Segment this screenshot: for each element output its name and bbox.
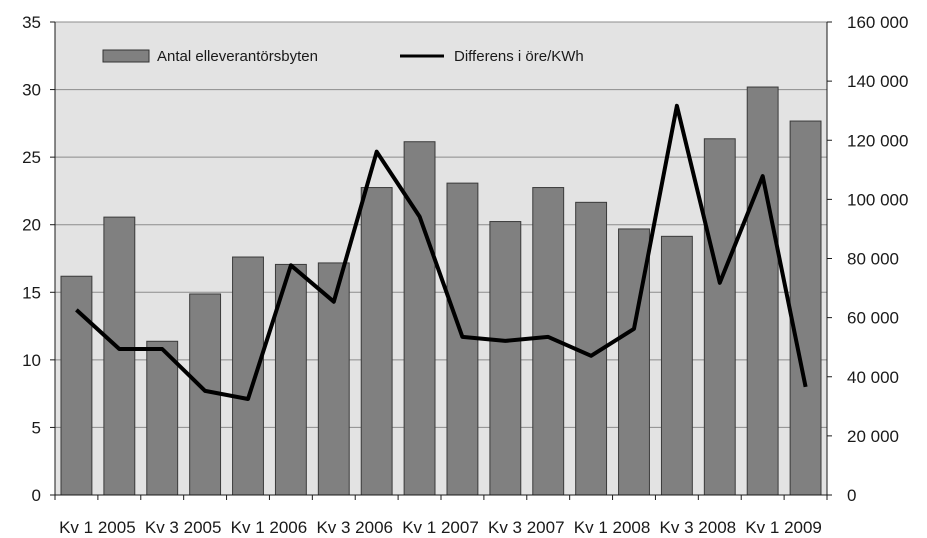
gridlines: [55, 21, 827, 428]
plot-background: [55, 22, 827, 495]
x-tick-label: Kv 3 2005: [145, 518, 222, 537]
bar: [360, 187, 393, 496]
x-tick-label: Kv 1 2008: [574, 518, 651, 537]
y-right-tick-label: 40 000: [847, 368, 899, 387]
x-tick-label: Kv 3 2007: [488, 518, 565, 537]
y-right-tick-label: 60 000: [847, 309, 899, 328]
y-right-tick-label: 160 000: [847, 13, 908, 32]
legend: Antal elleverantörsbyten Differens i öre…: [102, 48, 584, 65]
bar: [703, 138, 736, 496]
y-left-tick-label: 15: [22, 283, 41, 302]
legend-label-line: Differens i öre/KWh: [454, 48, 584, 65]
bar: [403, 141, 436, 496]
bar: [660, 235, 693, 496]
x-tick-label: Kv 1 2005: [59, 518, 136, 537]
y-right-tick-label: 120 000: [847, 131, 908, 150]
x-tick-label: Kv 1 2006: [231, 518, 308, 537]
y-left-tick-label: 35: [22, 13, 41, 32]
series-line: [75, 103, 808, 401]
legend-swatch-bar: [102, 49, 150, 63]
bar: [489, 221, 522, 496]
bar: [789, 120, 822, 496]
y-right-tick-label: 140 000: [847, 72, 908, 91]
y-left-tick-label: 20: [22, 216, 41, 235]
y-right-tick-label: 100 000: [847, 190, 908, 209]
legend-label-bars: Antal elleverantörsbyten: [157, 48, 318, 65]
y-left-tick-label: 30: [22, 81, 41, 100]
y-right-tick-label: 0: [847, 486, 856, 505]
bar: [103, 216, 136, 496]
line-series: [75, 103, 808, 401]
y-left-tick-label: 0: [32, 486, 41, 505]
y-left-tick-label: 25: [22, 148, 41, 167]
y-left-tick-label: 10: [22, 351, 41, 370]
bar: [232, 256, 264, 496]
bar: [146, 340, 179, 496]
y-left-tick-label: 5: [32, 418, 41, 437]
bar: [60, 275, 93, 496]
axes: 0 5 10 15 20 25 30 35 0 20 000 40 000 60 000 80 000 1…: [22, 13, 908, 537]
x-tick-label: Kv 3 2008: [660, 518, 737, 537]
bar: [746, 86, 779, 496]
x-tick-label: Kv 1 2009: [745, 518, 822, 537]
y-right-tick-label: 20 000: [847, 427, 899, 446]
x-tick-label: Kv 1 2007: [402, 518, 479, 537]
y-right-tick-label: 80 000: [847, 250, 899, 269]
x-tick-label: Kv 3 2006: [316, 518, 393, 537]
